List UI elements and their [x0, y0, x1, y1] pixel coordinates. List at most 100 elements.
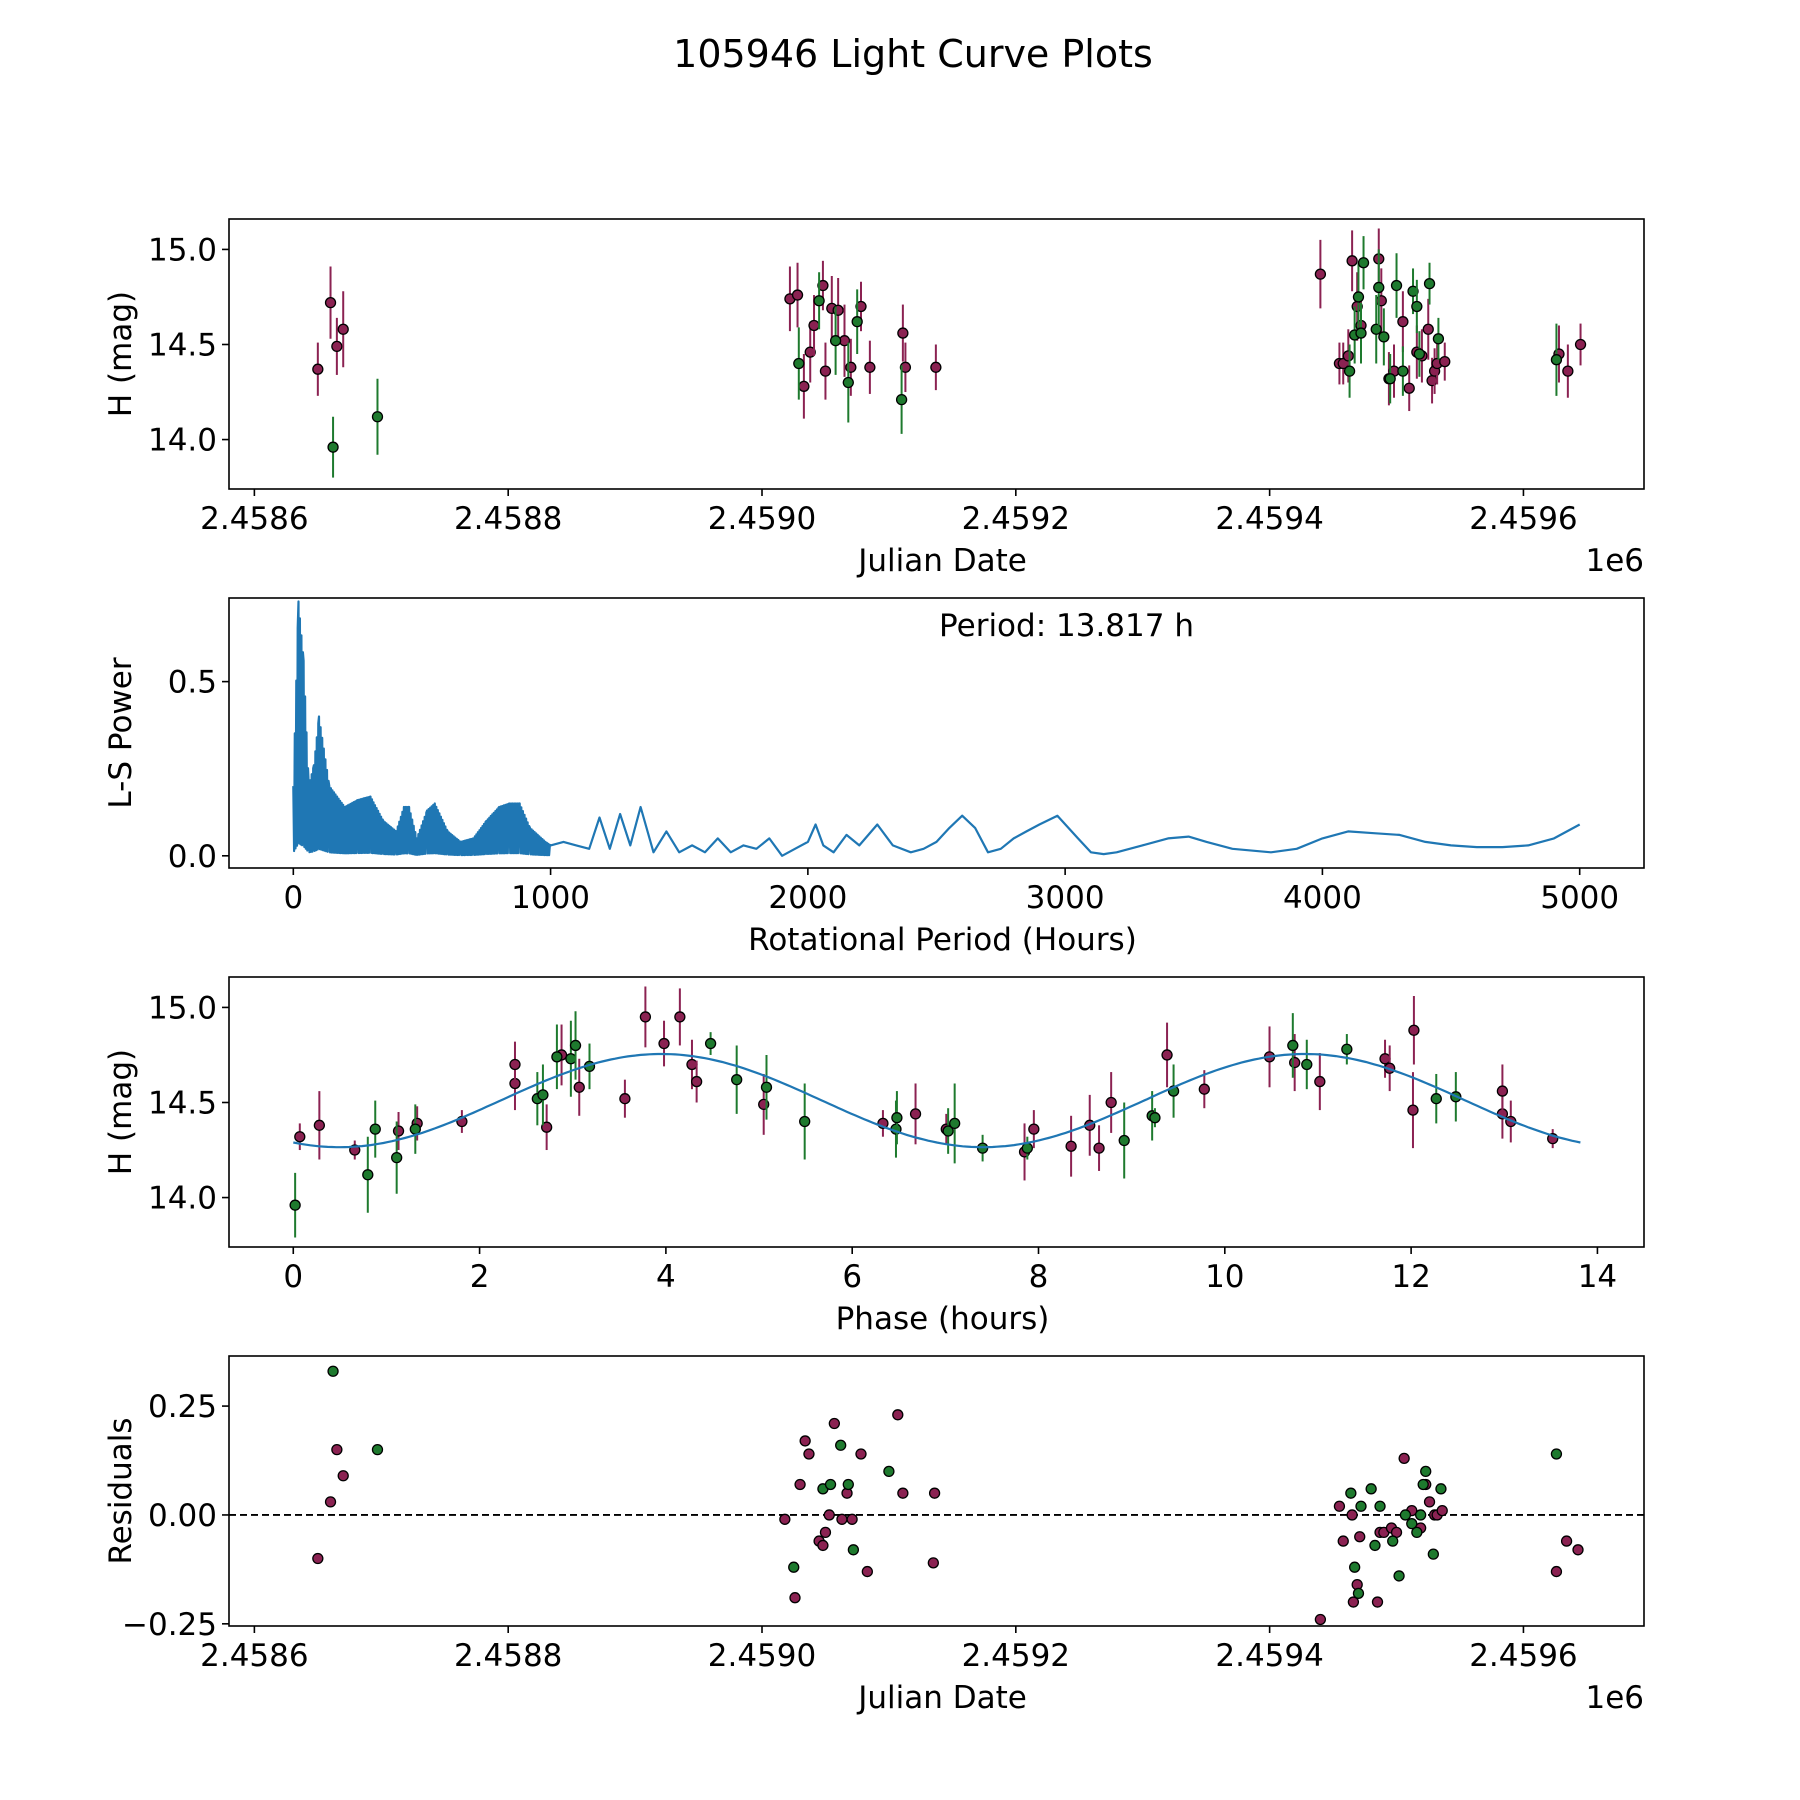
purple-data-point [312, 1552, 324, 1565]
green-data-point [942, 1125, 954, 1137]
purple-data-point [1093, 1142, 1105, 1154]
purple-data-point [1398, 1452, 1410, 1464]
y-axis-label: L-S Power [103, 657, 139, 808]
green-data-point [1349, 1561, 1361, 1573]
purple-data-point [1161, 1049, 1173, 1061]
green-data-point [1370, 323, 1382, 335]
purple-data-point [658, 1037, 670, 1050]
x-tick-label: 2.4594 [1215, 1638, 1323, 1674]
purple-data-point [928, 1487, 941, 1499]
green-data-point [1374, 1500, 1386, 1512]
green-data-point [813, 295, 825, 307]
green-data-point [362, 1169, 374, 1181]
green-data-point [891, 1112, 903, 1124]
purple-data-point [1574, 338, 1587, 351]
purple-data-point [1346, 255, 1358, 267]
periodogram-data-layer [292, 600, 1581, 857]
x-tick-label: 0 [283, 880, 303, 916]
purple-data-point [1105, 1096, 1117, 1109]
purple-data-point [337, 323, 349, 335]
green-data-point [1343, 365, 1356, 377]
x-tick-label: 8 [1029, 1259, 1049, 1295]
purple-data-point [1562, 365, 1574, 377]
green-data-point [835, 1439, 847, 1451]
x-tick-label: 14 [1578, 1259, 1617, 1295]
purple-data-point [836, 1513, 848, 1525]
green-data-point [1423, 277, 1436, 290]
x-tick-label: 2.4586 [200, 1638, 308, 1674]
green-data-point [842, 1478, 854, 1491]
green-data-point [1417, 1478, 1429, 1491]
green-data-point [824, 1478, 837, 1491]
green-data-point [793, 357, 805, 370]
purple-data-point [639, 1011, 652, 1023]
y-tick-label: 0.5 [168, 665, 217, 701]
purple-data-point [799, 1435, 811, 1447]
purple-data-point [855, 1448, 867, 1460]
phased-axes-frame [228, 976, 1645, 1248]
x-offset-label: 1e6 [1585, 1680, 1644, 1716]
purple-data-point [899, 361, 912, 373]
residuals-data-layer [229, 1365, 1644, 1626]
period-annotation: Period: 13.817 h [939, 608, 1194, 644]
y-tick-label: 0.0 [168, 839, 217, 875]
green-data-point [1118, 1134, 1130, 1147]
green-data-point [1301, 1058, 1313, 1071]
green-data-point [1397, 365, 1409, 377]
x-tick-label: 2.4590 [708, 1638, 816, 1674]
purple-data-point [803, 1448, 815, 1460]
purple-data-point [819, 365, 832, 377]
purple-data-point [312, 363, 324, 375]
x-axis-label: Julian Date [856, 543, 1027, 579]
green-data-point [1550, 354, 1563, 366]
green-data-point [391, 1151, 403, 1164]
y-tick-label: 14.5 [148, 327, 217, 363]
y-tick-label: 0.25 [148, 1389, 217, 1425]
purple-data-point [1379, 1053, 1391, 1065]
green-data-point [369, 1123, 381, 1135]
purple-data-point [1342, 350, 1354, 362]
x-tick-label: 2.4588 [454, 501, 562, 537]
purple-data-point [1314, 1613, 1327, 1626]
green-data-point [799, 1115, 811, 1128]
purple-data-point [509, 1058, 521, 1071]
x-tick-label: 2000 [768, 880, 847, 916]
green-data-point [1365, 1483, 1377, 1495]
purple-data-point [819, 1526, 832, 1539]
purple-data-point [864, 361, 876, 373]
x-tick-label: 1000 [511, 880, 590, 916]
green-data-point [1387, 1535, 1399, 1547]
green-data-point [1390, 279, 1403, 292]
x-axis-label: Phase (hours) [836, 1301, 1050, 1337]
green-data-point [565, 1053, 577, 1065]
purple-data-point [294, 1131, 306, 1143]
purple-data-point [791, 289, 804, 301]
green-data-point [537, 1089, 549, 1101]
x-tick-label: 2.4594 [1215, 501, 1323, 537]
purple-data-point [798, 380, 810, 392]
green-data-point [1352, 291, 1365, 303]
x-tick-label: 4000 [1283, 880, 1362, 916]
panel-raw-light-curve: 2.4586 2.4588 2.4590 2.4592 2.4594 2.4596 14.0… [103, 218, 1645, 579]
periodogram-axes-frame [228, 597, 1645, 869]
purple-data-point [930, 361, 942, 373]
y-tick-label: 14.5 [148, 1085, 217, 1121]
purple-data-point [674, 1011, 686, 1023]
green-data-point [788, 1561, 800, 1573]
purple-data-point [808, 319, 820, 332]
green-data-point [1384, 373, 1396, 385]
purple-data-point [1403, 382, 1415, 394]
purple-data-point [789, 1592, 801, 1604]
green-data-point [1435, 1483, 1447, 1495]
green-data-point [847, 1544, 860, 1556]
purple-data-point [1436, 1504, 1448, 1517]
purple-data-point [1407, 1104, 1419, 1116]
x-tick-label: 2.4592 [962, 501, 1070, 537]
periodogram-power-line [292, 600, 1581, 857]
x-tick-label: 3000 [1026, 880, 1105, 916]
purple-data-point [1314, 1075, 1326, 1088]
green-data-point [1432, 333, 1445, 345]
green-data-point [851, 316, 863, 328]
purple-data-point [897, 1487, 909, 1499]
